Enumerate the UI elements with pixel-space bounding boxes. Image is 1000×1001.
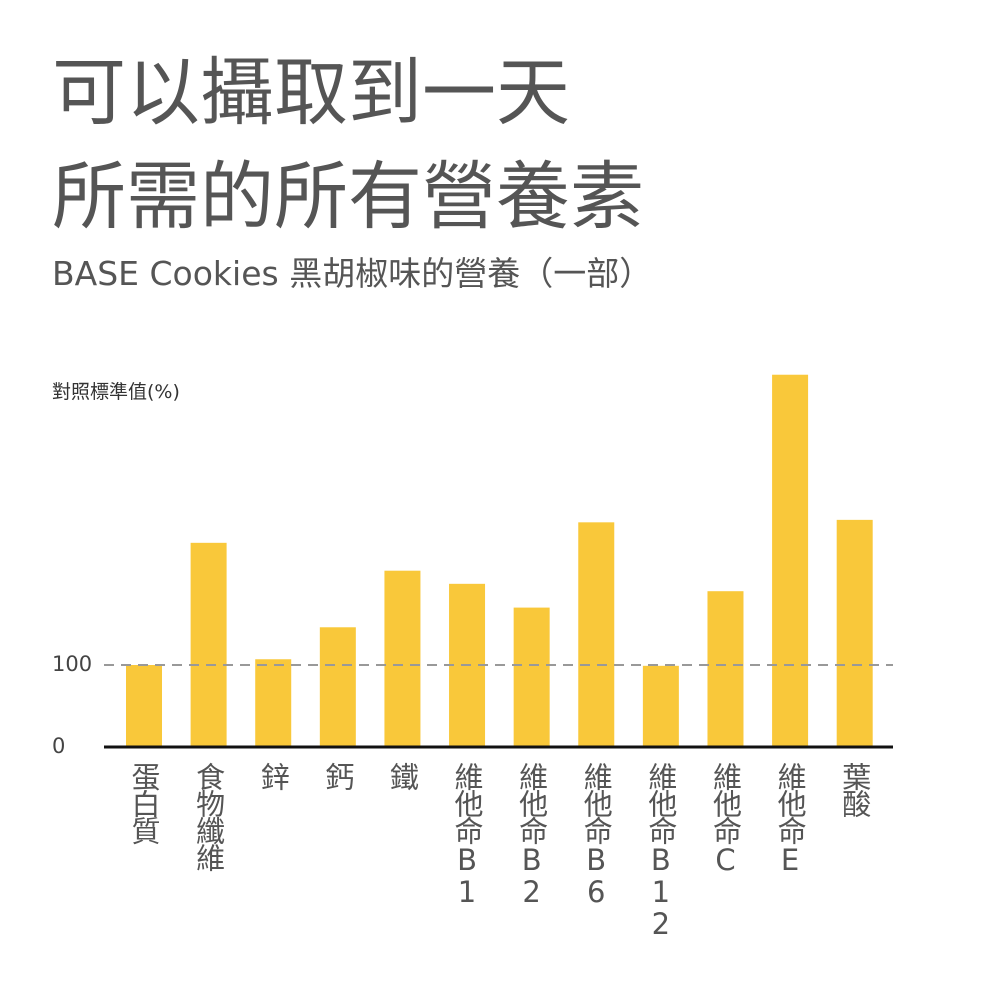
x-tick-label: 鋅 — [256, 762, 290, 791]
x-tick-label: 維他命C — [708, 762, 742, 875]
bar — [642, 665, 679, 747]
x-tick-label: 鐵 — [385, 762, 419, 791]
bar — [707, 591, 744, 747]
bar — [126, 665, 163, 747]
x-tick-label: 維他命B2 — [515, 762, 549, 907]
x-tick-label: 維他命B12 — [644, 762, 678, 939]
chart-title-line: 可以攝取到一天 — [52, 50, 570, 136]
x-tick-label: 鈣 — [321, 762, 355, 790]
bar — [578, 522, 615, 747]
x-tick-label: 維他命B6 — [579, 762, 613, 907]
x-tick-label: 葉酸 — [838, 762, 872, 818]
bar — [319, 627, 356, 747]
bar — [255, 659, 292, 747]
y-tick-label: 100 — [52, 652, 92, 676]
bar — [513, 607, 550, 747]
x-tick-label: 維他命B1 — [450, 762, 484, 907]
x-tick-label: 食物纖維 — [192, 762, 226, 872]
y-axis-label: 對照標準值(%) — [52, 381, 180, 403]
x-tick-label: 蛋白質 — [127, 762, 161, 845]
bar — [384, 570, 421, 747]
bar — [190, 542, 227, 747]
y-tick-label: 0 — [52, 734, 65, 758]
chart-title-line: 所需的所有營養素 — [52, 154, 644, 240]
x-tick-label: 維他命E — [773, 762, 807, 875]
bar — [772, 374, 809, 747]
bar — [836, 519, 873, 747]
chart-subtitle: BASE Cookies 黑胡椒味的營養（一部） — [52, 254, 652, 293]
